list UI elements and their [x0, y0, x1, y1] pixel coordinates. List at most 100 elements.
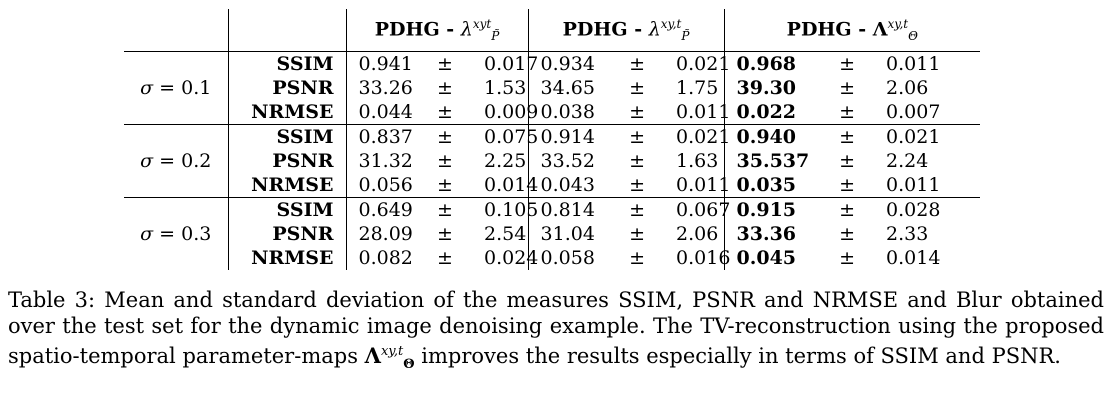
plus-minus-sign: ±: [422, 51, 468, 76]
mean-value: 33.36: [723, 222, 825, 246]
plus-minus-sign: ±: [614, 197, 661, 222]
caption-symbol-sup: xy,t: [380, 344, 404, 359]
plus-minus-sign: ±: [839, 101, 855, 123]
std-value: 2.33: [886, 223, 929, 245]
std-value: 0.011: [676, 101, 731, 123]
caption-text-before: Mean and standard deviation of the measu…: [8, 288, 1104, 368]
mean-value: 0.940: [723, 124, 825, 149]
std-value: 0.028: [870, 197, 981, 222]
std-value: 2.54: [484, 223, 527, 245]
metric-label: PSNR: [227, 76, 346, 100]
plus-minus-sign: ±: [437, 174, 453, 196]
plus-minus-sign: ±: [824, 197, 871, 222]
mean-value: 0.941: [345, 51, 422, 76]
mean-value: 0.837: [345, 124, 422, 149]
std-value: 0.075: [468, 124, 538, 149]
std-value: 0.016: [676, 247, 731, 269]
plus-minus-sign: ±: [437, 150, 453, 172]
plus-minus-sign: ±: [839, 150, 855, 172]
table-row: σ = 0.2 SSIM 0.837 ±0.075 0.914 ±0.021 0.940 ±0…: [124, 124, 981, 198]
metric-label: PSNR: [227, 149, 346, 173]
metric-label: NRMSE: [227, 173, 346, 198]
mean-value: 0.022: [723, 100, 825, 125]
table-row: σ = 0.1 SSIM 0.941 ±0.017 0.934 ±0.021 0.968 ±0…: [124, 51, 981, 125]
mean-value: 35.537: [723, 149, 825, 173]
table-body: σ = 0.1 SSIM 0.941 ±0.017 0.934 ±0.021 0.968 ±0…: [124, 51, 981, 270]
results-table: PDHG - λxytP̃ PDHG - λxy,tP̃ PDHG - Λxy,…: [124, 9, 981, 270]
plus-minus-sign: ±: [839, 223, 855, 245]
mean-value: 0.035: [723, 173, 825, 198]
std-value: 0.011: [886, 174, 941, 196]
plus-minus-sign: ±: [629, 77, 645, 99]
sigma-value: = 0.2: [153, 150, 212, 172]
table-row: σ = 0.3 SSIM 0.649 ±0.105 0.814 ±0.067 0.915 ±0…: [124, 197, 981, 270]
table-row: PSNR 33.26 ±1.53 34.65 ±1.75 39.30 ±2.06: [124, 76, 980, 100]
std-value: 2.24: [886, 150, 929, 172]
sigma-label: σ = 0.3: [124, 197, 228, 270]
std-value: 2.06: [676, 223, 719, 245]
table-row: NRMSE 0.082 ±0.024 0.058 ±0.016 0.045 ±0.014: [124, 246, 980, 270]
plus-minus-sign: ±: [437, 247, 453, 269]
header-empty-sigma: [124, 9, 228, 52]
std-value: 1.53: [484, 77, 527, 99]
plus-minus-sign: ±: [824, 124, 871, 149]
sigma-value: = 0.1: [153, 77, 212, 99]
sigma-value: = 0.3: [153, 223, 212, 245]
plus-minus-sign: ±: [629, 101, 645, 123]
caption-text-after: improves the results especially in terms…: [414, 344, 1061, 368]
mean-value: 0.056: [345, 173, 422, 198]
table-row: NRMSE 0.044 ±0.009 0.038 ±0.011 0.022 ±0.007: [124, 100, 980, 125]
mean-value: 0.649: [345, 197, 422, 222]
std-value: 0.009: [484, 101, 539, 123]
plus-minus-sign: ±: [839, 174, 855, 196]
table-caption: Table 3: Mean and standard deviation of …: [8, 288, 1104, 378]
metric-label: SSIM: [227, 124, 346, 149]
plus-minus-sign: ±: [437, 223, 453, 245]
plus-minus-sign: ±: [839, 77, 855, 99]
plus-minus-sign: ±: [614, 124, 661, 149]
sigma-var: σ: [140, 150, 154, 172]
mean-value: 28.09: [345, 222, 422, 246]
metric-label: SSIM: [227, 197, 346, 222]
plus-minus-sign: ±: [629, 247, 645, 269]
std-value: 0.014: [886, 247, 941, 269]
header-method-3: PDHG - Λxy,tΘ: [723, 9, 981, 52]
mean-value: 0.934: [527, 51, 615, 76]
header-method-1: PDHG - λxytP̃: [345, 9, 529, 52]
caption-symbol: Λ: [364, 343, 381, 368]
mean-value: 0.043: [527, 173, 615, 198]
mean-value: 31.04: [527, 222, 615, 246]
mean-value: 0.058: [527, 246, 615, 270]
caption-label: Table 3:: [8, 288, 96, 312]
mean-value: 39.30: [723, 76, 825, 100]
plus-minus-sign: ±: [824, 51, 871, 76]
sigma-var: σ: [140, 223, 154, 245]
mean-value: 0.914: [527, 124, 615, 149]
caption-symbol-sub: Θ: [403, 357, 415, 373]
std-value: 1.75: [676, 77, 719, 99]
mean-value: 33.52: [527, 149, 615, 173]
table-row: PSNR 28.09 ±2.54 31.04 ±2.06 33.36 ±2.33: [124, 222, 980, 246]
sigma-var: σ: [140, 77, 154, 99]
std-value: 2.06: [886, 77, 929, 99]
mean-value: 33.26: [345, 76, 422, 100]
mean-value: 0.968: [723, 51, 825, 76]
header-row: PDHG - λxytP̃ PDHG - λxy,tP̃ PDHG - Λxy,…: [124, 9, 981, 52]
std-value: 0.011: [870, 51, 981, 76]
mean-value: 0.915: [723, 197, 825, 222]
plus-minus-sign: ±: [629, 223, 645, 245]
std-value: 0.007: [886, 101, 941, 123]
mean-value: 0.814: [527, 197, 615, 222]
mean-value: 0.082: [345, 246, 422, 270]
mean-value: 0.045: [723, 246, 825, 270]
sigma-label: σ = 0.1: [124, 51, 228, 125]
std-value: 1.63: [676, 150, 719, 172]
plus-minus-sign: ±: [437, 101, 453, 123]
metric-label: NRMSE: [227, 100, 346, 125]
metric-label: PSNR: [227, 222, 346, 246]
plus-minus-sign: ±: [629, 174, 645, 196]
header-method-2: PDHG - λxy,tP̃: [527, 9, 725, 52]
table-row: PSNR 31.32 ±2.25 33.52 ±1.63 35.537 ±2.24: [124, 149, 980, 173]
std-value: 2.25: [484, 150, 527, 172]
std-value: 0.067: [660, 197, 730, 222]
